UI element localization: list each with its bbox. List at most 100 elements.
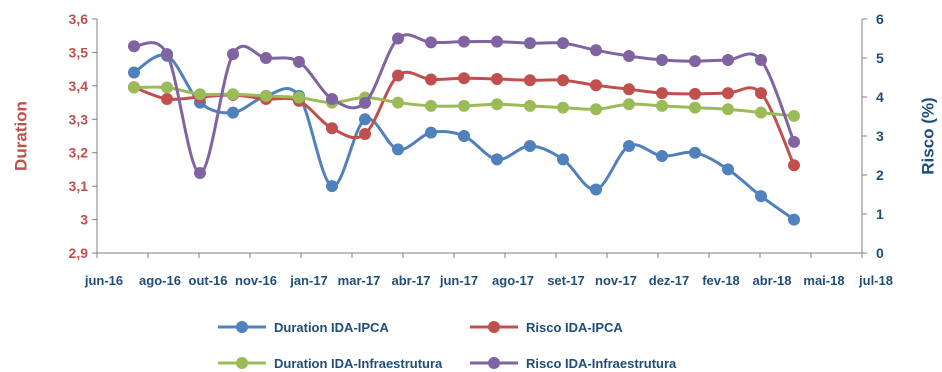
data-point-risco-ida-infraestrutura	[788, 135, 800, 148]
data-point-duration-ida-infraestrutura	[623, 98, 635, 111]
series-line-risco-ida-infraestrutura	[133, 33, 796, 175]
data-point-duration-ida-infraestrutura	[689, 101, 701, 114]
x-tick-label: jun-17	[439, 273, 478, 288]
data-point-duration-ida-ipca	[227, 106, 239, 119]
data-point-duration-ida-infraestrutura	[590, 103, 602, 116]
y-axis-title: Duration	[11, 101, 30, 171]
data-point-duration-ida-ipca	[557, 153, 569, 166]
data-point-duration-ida-ipca	[326, 180, 338, 193]
data-point-risco-ida-ipca	[689, 87, 701, 100]
data-point-risco-ida-ipca	[557, 74, 569, 87]
data-point-risco-ida-infraestrutura	[392, 32, 404, 45]
data-point-risco-ida-ipca	[623, 83, 635, 96]
data-point-duration-ida-ipca	[359, 113, 371, 126]
y2-tick-label: 6	[876, 11, 884, 27]
data-point-duration-ida-ipca	[623, 140, 635, 153]
data-point-risco-ida-infraestrutura	[359, 96, 371, 109]
data-point-duration-ida-infraestrutura	[293, 91, 305, 104]
data-point-risco-ida-infraestrutura	[128, 40, 140, 53]
legend-label: Duration IDA-IPCA	[274, 320, 389, 335]
x-tick-label: nov-17	[595, 273, 637, 288]
x-tick-label: ago-17	[492, 273, 534, 288]
data-point-risco-ida-ipca	[359, 128, 371, 141]
data-point-risco-ida-infraestrutura	[557, 37, 569, 50]
x-tick-label: mai-18	[803, 273, 844, 288]
x-tick-label: abr-17	[391, 273, 430, 288]
data-point-risco-ida-infraestrutura	[161, 48, 173, 61]
x-tick-label: jan-17	[289, 273, 328, 288]
legend-marker	[236, 357, 248, 369]
data-point-risco-ida-infraestrutura	[722, 53, 734, 66]
data-point-duration-ida-infraestrutura	[194, 88, 206, 101]
x-tick-label: ago-16	[139, 273, 181, 288]
data-point-duration-ida-infraestrutura	[392, 96, 404, 109]
y-tick-label: 3,6	[69, 11, 89, 27]
data-point-duration-ida-infraestrutura	[524, 99, 536, 112]
x-tick-label: out-16	[189, 273, 228, 288]
x-tick-label: set-17	[547, 273, 585, 288]
x-axis-ticks: jun-16 ago-16 out-16 nov-16 jan-17 mar-17 abr-…	[84, 253, 893, 288]
data-point-duration-ida-infraestrutura	[491, 98, 503, 111]
y-tick-label: 3	[80, 212, 88, 228]
x-tick-label: abr-18	[752, 273, 791, 288]
y-tick-label: 3,4	[69, 78, 89, 94]
data-point-risco-ida-ipca	[755, 87, 767, 100]
legend-marker	[488, 357, 500, 369]
right-axis-ticks: 0 1 2 3 4 5 6	[862, 11, 884, 261]
data-point-risco-ida-ipca	[656, 87, 668, 100]
y-tick-label: 3,1	[69, 178, 89, 194]
y2-tick-label: 1	[876, 206, 884, 222]
y2-tick-label: 3	[876, 128, 884, 144]
legend-marker	[236, 321, 248, 333]
data-point-duration-ida-ipca	[722, 163, 734, 176]
y2-axis-title: Risco (%)	[918, 97, 937, 174]
x-tick-label: dez-17	[649, 273, 689, 288]
y2-tick-label: 2	[876, 167, 884, 183]
data-point-duration-ida-infraestrutura	[656, 99, 668, 112]
data-point-risco-ida-infraestrutura	[590, 44, 602, 57]
data-point-risco-ida-infraestrutura	[425, 36, 437, 49]
y-tick-label: 3,2	[69, 145, 89, 161]
data-point-risco-ida-ipca	[326, 122, 338, 135]
data-point-risco-ida-infraestrutura	[194, 167, 206, 180]
data-point-duration-ida-ipca	[590, 183, 602, 196]
data-point-risco-ida-ipca	[524, 74, 536, 87]
left-axis-ticks: 2,9 3 3,1 3,2 3,3 3,4 3,5 3,6	[69, 11, 97, 261]
data-point-duration-ida-ipca	[392, 143, 404, 156]
data-point-duration-ida-infraestrutura	[128, 81, 140, 94]
data-point-risco-ida-infraestrutura	[656, 53, 668, 66]
legend-marker	[488, 321, 500, 333]
data-point-duration-ida-infraestrutura	[458, 99, 470, 112]
data-point-risco-ida-infraestrutura	[491, 35, 503, 48]
data-point-risco-ida-infraestrutura	[623, 50, 635, 63]
data-point-duration-ida-infraestrutura	[722, 103, 734, 116]
data-point-duration-ida-ipca	[656, 150, 668, 163]
data-point-risco-ida-ipca	[788, 159, 800, 172]
x-tick-label: mar-17	[338, 273, 381, 288]
data-point-risco-ida-ipca	[458, 72, 470, 85]
x-tick-label: jun-16	[84, 273, 123, 288]
data-point-risco-ida-ipca	[491, 73, 503, 86]
legend: Duration IDA-IPCA Risco IDA-IPCA Duration …	[218, 320, 677, 371]
y2-tick-label: 0	[876, 245, 884, 261]
data-point-duration-ida-ipca	[524, 140, 536, 153]
legend-label: Duration IDA-Infraestrutura	[274, 356, 443, 371]
data-point-duration-ida-ipca	[128, 66, 140, 79]
y2-tick-label: 5	[876, 50, 884, 66]
x-tick-label: jul-18	[858, 273, 893, 288]
data-point-risco-ida-ipca	[722, 87, 734, 100]
x-tick-label: fev-18	[702, 273, 740, 288]
data-point-risco-ida-infraestrutura	[755, 53, 767, 66]
data-point-duration-ida-ipca	[425, 126, 437, 139]
legend-label: Risco IDA-Infraestrutura	[526, 356, 677, 371]
legend-label: Risco IDA-IPCA	[526, 320, 623, 335]
data-point-duration-ida-infraestrutura	[260, 89, 272, 102]
data-point-risco-ida-infraestrutura	[260, 52, 272, 64]
data-point-duration-ida-infraestrutura	[425, 99, 437, 112]
data-point-duration-ida-infraestrutura	[788, 109, 800, 122]
data-point-risco-ida-ipca	[392, 69, 404, 82]
x-tick-label: nov-16	[235, 273, 277, 288]
data-point-risco-ida-ipca	[590, 79, 602, 92]
data-point-duration-ida-infraestrutura	[557, 101, 569, 114]
